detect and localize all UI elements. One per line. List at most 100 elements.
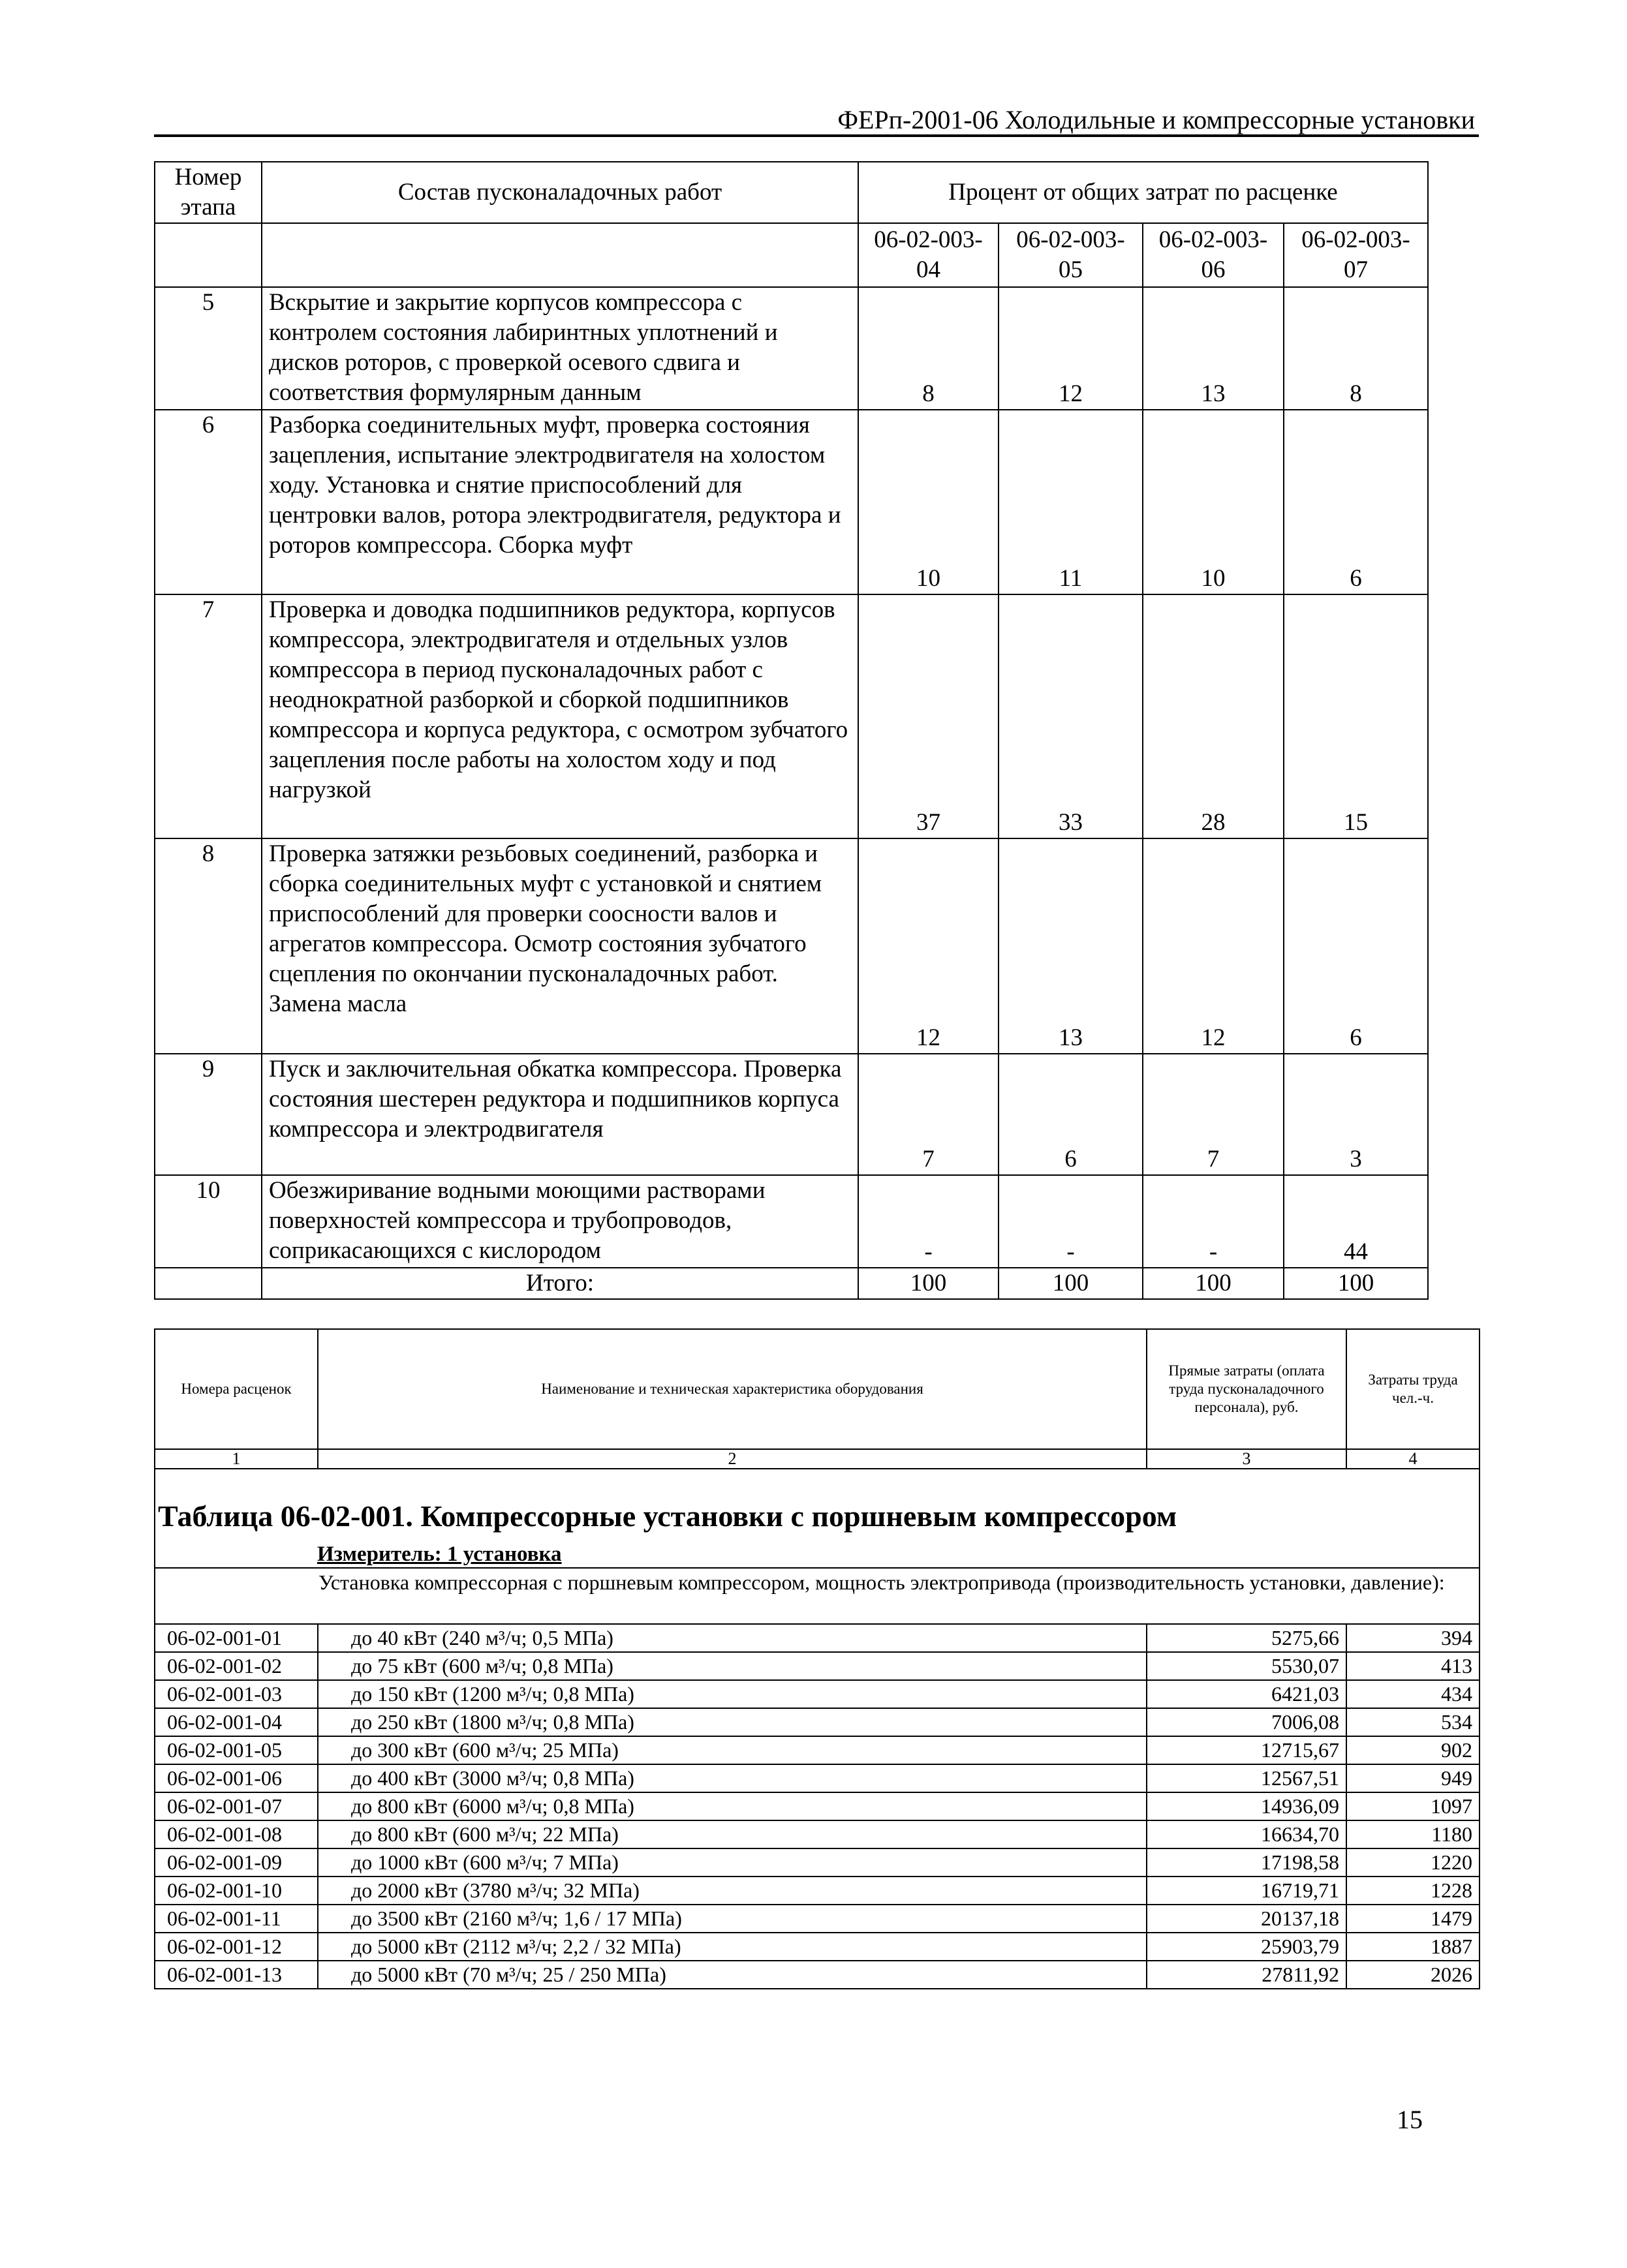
percent-value: 28 — [1142, 594, 1284, 839]
percent-value: 11 — [998, 409, 1143, 595]
column-number: 4 — [1346, 1448, 1480, 1469]
percent-value: 13 — [998, 838, 1143, 1054]
equipment-name: до 40 кВт (240 м³/ч; 0,5 МПа) — [317, 1623, 1147, 1653]
total-value: 100 — [1282, 1267, 1429, 1300]
rate-code: 06-02-001-11 — [154, 1904, 318, 1933]
table-row: 06-02-001-12 до 5000 кВт (2112 м³/ч; 2,2… — [154, 1932, 1480, 1961]
stage-row: 6 Разборка соединительных муфт, проверка… — [154, 409, 1429, 595]
labor-cost: 394 — [1346, 1623, 1480, 1653]
equipment-name: до 800 кВт (6000 м³/ч; 0,8 МПа) — [317, 1792, 1147, 1821]
percent-value: 12 — [858, 838, 999, 1054]
percent-value: 12 — [998, 286, 1143, 410]
labor-cost: 1228 — [1346, 1876, 1480, 1905]
rate-code: 06-02-001-02 — [154, 1651, 318, 1681]
equipment-name: до 2000 кВт (3780 м³/ч; 32 МПа) — [317, 1876, 1147, 1905]
percent-value: 13 — [1142, 286, 1284, 410]
direct-cost: 16634,70 — [1146, 1820, 1347, 1849]
table-row: 06-02-001-11 до 3500 кВт (2160 м³/ч; 1,6… — [154, 1904, 1480, 1933]
percent-value: 6 — [1282, 838, 1429, 1054]
labor-cost: 1887 — [1346, 1932, 1480, 1961]
rate-code: 06-02-001-05 — [154, 1736, 318, 1765]
col-header-work: Состав пусконаладочных работ — [261, 161, 859, 224]
rate-code: 06-02-001-12 — [154, 1932, 318, 1961]
direct-cost: 14936,09 — [1146, 1792, 1347, 1821]
labor-cost: 434 — [1346, 1679, 1480, 1709]
rate-code: 06-02-001-01 — [154, 1623, 318, 1653]
stage-row: 7 Проверка и доводка подшипников редукто… — [154, 594, 1429, 839]
stage-description: Обезжиривание водными моющими растворами… — [261, 1174, 859, 1268]
labor-cost: 413 — [1346, 1651, 1480, 1681]
direct-cost: 7006,08 — [1146, 1708, 1347, 1737]
total-value: 100 — [998, 1267, 1143, 1300]
direct-cost: 17198,58 — [1146, 1848, 1347, 1877]
percent-value: 3 — [1282, 1053, 1429, 1176]
col-header-labor: Затраты труда чел.-ч. — [1346, 1328, 1480, 1450]
labor-cost: 1220 — [1346, 1848, 1480, 1877]
rate-code: 06-02-001-08 — [154, 1820, 318, 1849]
stage-number: 8 — [154, 838, 262, 1054]
group-description: Установка компрессорная с поршневым комп… — [154, 1567, 1480, 1625]
table-row: 06-02-001-10 до 2000 кВт (3780 м³/ч; 32 … — [154, 1876, 1480, 1905]
code-header: 06-02-003-06 — [1142, 222, 1284, 288]
direct-cost: 12567,51 — [1146, 1764, 1347, 1793]
total-value: 100 — [858, 1267, 999, 1300]
percent-value: 44 — [1282, 1174, 1429, 1268]
header-rule — [154, 134, 1479, 137]
direct-cost: 27811,92 — [1146, 1960, 1347, 1989]
table-title: Таблица 06-02-001. Компрессорные установ… — [158, 1499, 1177, 1533]
percent-value: 7 — [858, 1053, 999, 1176]
empty-cell — [154, 222, 262, 288]
percent-value: 33 — [998, 594, 1143, 839]
table-row: 06-02-001-13 до 5000 кВт (70 м³/ч; 25 / … — [154, 1960, 1480, 1989]
stage-number: 10 — [154, 1174, 262, 1268]
direct-cost: 16719,71 — [1146, 1876, 1347, 1905]
col-header-cost: Прямые затраты (оплата труда пусконаладо… — [1146, 1328, 1347, 1450]
table-row: 06-02-001-07 до 800 кВт (6000 м³/ч; 0,8 … — [154, 1792, 1480, 1821]
rate-code: 06-02-001-10 — [154, 1876, 318, 1905]
empty-cell — [261, 222, 859, 288]
equipment-name: до 400 кВт (3000 м³/ч; 0,8 МПа) — [317, 1764, 1147, 1793]
direct-cost: 5530,07 — [1146, 1651, 1347, 1681]
rate-code: 06-02-001-03 — [154, 1679, 318, 1709]
stage-number: 9 — [154, 1053, 262, 1176]
percent-value: 8 — [1282, 286, 1429, 410]
equipment-name: до 250 кВт (1800 м³/ч; 0,8 МПа) — [317, 1708, 1147, 1737]
total-value: 100 — [1142, 1267, 1284, 1300]
labor-cost: 1097 — [1346, 1792, 1480, 1821]
percent-value: 10 — [858, 409, 999, 595]
stage-row: 10 Обезжиривание водными моющими раствор… — [154, 1174, 1429, 1268]
percent-value: 7 — [1142, 1053, 1284, 1176]
table-row: 06-02-001-01 до 40 кВт (240 м³/ч; 0,5 МП… — [154, 1623, 1480, 1653]
table-row: 06-02-001-08 до 800 кВт (600 м³/ч; 22 МП… — [154, 1820, 1480, 1849]
percent-value: 6 — [998, 1053, 1143, 1176]
table-row: 06-02-001-02 до 75 кВт (600 м³/ч; 0,8 МП… — [154, 1651, 1480, 1681]
col-header-codes: Номера расценок — [154, 1328, 318, 1450]
page-number: 15 — [1397, 2105, 1423, 2134]
column-number: 3 — [1146, 1448, 1347, 1469]
column-number: 2 — [317, 1448, 1147, 1469]
stage-row: 8 Проверка затяжки резьбовых соединений,… — [154, 838, 1429, 1054]
direct-cost: 25903,79 — [1146, 1932, 1347, 1961]
stage-description: Вскрытие и закрытие корпусов компрессора… — [261, 286, 859, 410]
measure-unit: Измеритель: 1 установка — [317, 1542, 562, 1566]
stage-row: 5 Вскрытие и закрытие корпусов компрессо… — [154, 286, 1429, 410]
direct-cost: 20137,18 — [1146, 1904, 1347, 1933]
equipment-name: до 5000 кВт (70 м³/ч; 25 / 250 МПа) — [317, 1960, 1147, 1989]
price-table: Номера расценок Наименование и техническ… — [154, 1328, 1480, 1989]
stages-percent-table: Номер этапа Состав пусконаладочных работ… — [154, 161, 1429, 1300]
table-row: 06-02-001-05 до 300 кВт (600 м³/ч; 25 МП… — [154, 1736, 1480, 1765]
equipment-name: до 800 кВт (600 м³/ч; 22 МПа) — [317, 1820, 1147, 1849]
direct-cost: 12715,67 — [1146, 1736, 1347, 1765]
col-header-percent: Процент от общих затрат по расценке — [857, 161, 1429, 224]
stage-description: Разборка соединительных муфт, проверка с… — [261, 409, 859, 595]
stage-number: 6 — [154, 409, 262, 595]
percent-value: 12 — [1142, 838, 1284, 1054]
equipment-name: до 300 кВт (600 м³/ч; 25 МПа) — [317, 1736, 1147, 1765]
percent-value: - — [998, 1174, 1143, 1268]
code-header: 06-02-003-05 — [998, 222, 1143, 288]
stage-description: Пуск и заключительная обкатка компрессор… — [261, 1053, 859, 1176]
rate-code: 06-02-001-06 — [154, 1764, 318, 1793]
rate-code: 06-02-001-04 — [154, 1708, 318, 1737]
stage-description: Проверка затяжки резьбовых соединений, р… — [261, 838, 859, 1054]
rate-code: 06-02-001-13 — [154, 1960, 318, 1989]
